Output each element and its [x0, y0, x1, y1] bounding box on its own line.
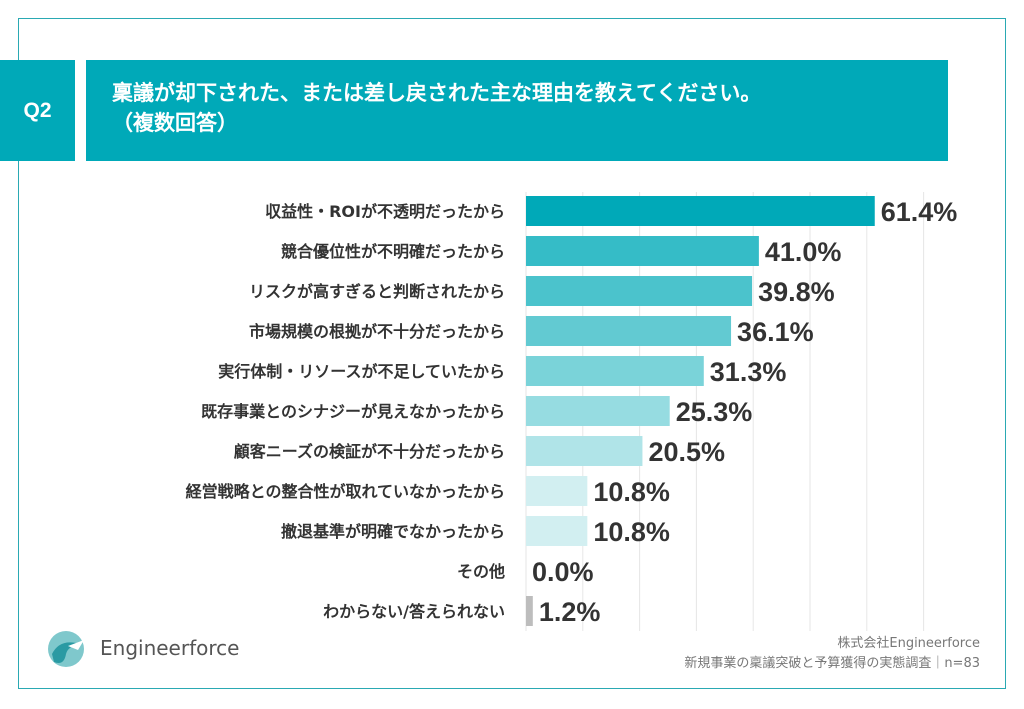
logo-text: Engineerforce	[100, 636, 240, 660]
frame-border	[18, 18, 1006, 689]
category-label: その他	[457, 562, 505, 581]
category-label: リスクが高すぎると判断されたから	[249, 282, 505, 301]
question-number: Q2	[0, 60, 75, 161]
data-label: 0.0%	[532, 557, 594, 587]
survey-info: 新規事業の稟議突破と予算獲得の実態調査｜n=83	[684, 656, 980, 671]
bar	[526, 236, 759, 266]
category-label: 顧客ニーズの検証が不十分だったから	[234, 442, 505, 461]
data-label: 39.8%	[758, 277, 835, 307]
category-label: 実行体制・リソースが不足していたから	[218, 362, 505, 381]
data-label: 20.5%	[648, 437, 725, 467]
bar	[526, 316, 732, 346]
data-label: 10.8%	[593, 517, 670, 547]
bar	[526, 356, 704, 386]
bar	[526, 276, 753, 306]
title-line-2: （複数回答）	[112, 111, 238, 135]
logo-icon	[48, 631, 84, 667]
data-label: 36.1%	[737, 317, 814, 347]
source-note: 株式会社Engineerforce 新規事業の稟議突破と予算獲得の実態調査｜n=…	[684, 634, 980, 674]
category-label: 競合優位性が不明確だったから	[281, 242, 505, 261]
bar	[526, 476, 588, 506]
category-label: 市場規模の根拠が不十分だったから	[249, 322, 505, 341]
data-label: 25.3%	[676, 397, 753, 427]
data-label: 61.4%	[881, 197, 958, 227]
company-name: 株式会社Engineerforce	[837, 636, 980, 651]
bar	[526, 516, 588, 546]
title-line-1: 稟議が却下された、または差し戻された主な理由を教えてください。	[112, 81, 762, 105]
bar	[526, 396, 670, 426]
category-label: 撤退基準が明確でなかったから	[281, 522, 505, 541]
category-label: 収益性・ROIが不透明だったから	[265, 202, 505, 221]
data-label: 31.3%	[710, 357, 787, 387]
bar	[526, 196, 875, 226]
data-label: 10.8%	[593, 477, 670, 507]
category-label: わからない/答えられない	[323, 602, 505, 621]
category-label: 既存事業とのシナジーが見えなかったから	[201, 402, 505, 421]
data-label: 41.0%	[765, 237, 842, 267]
question-title: 稟議が却下された、または差し戻された主な理由を教えてください。 （複数回答）	[86, 60, 948, 161]
bar	[526, 596, 533, 626]
logo: Engineerforce	[46, 626, 246, 672]
data-label: 1.2%	[539, 597, 601, 627]
bar	[526, 436, 643, 466]
category-label: 経営戦略との整合性が取れていなかったから	[186, 482, 505, 501]
